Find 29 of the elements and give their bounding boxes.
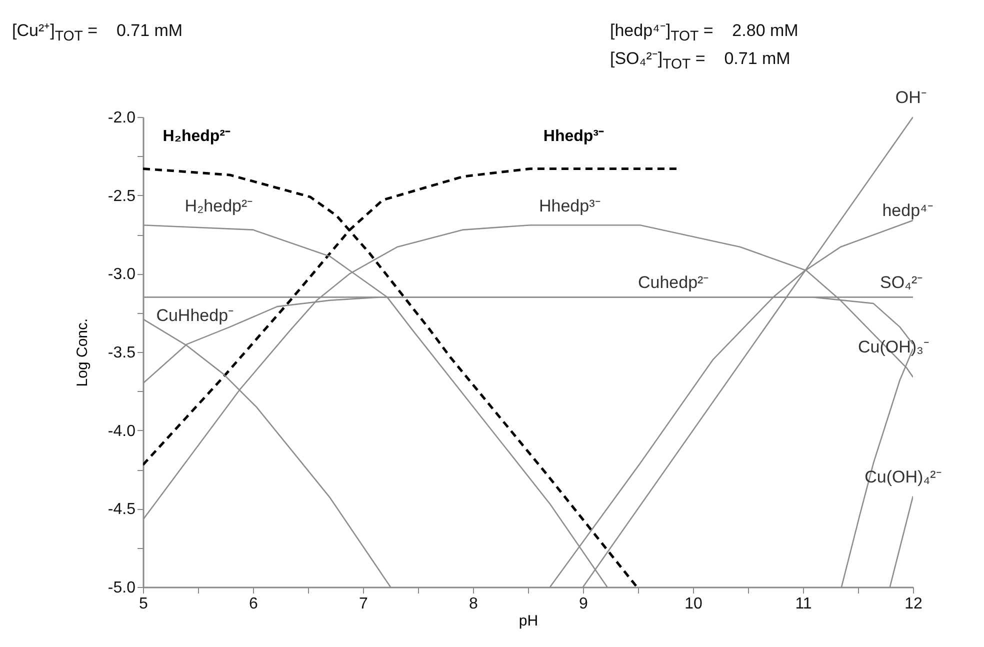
- y-tick-label: -3.5: [108, 344, 136, 362]
- x-tick-label: 8: [469, 596, 478, 612]
- x-tick-label: 9: [579, 596, 588, 612]
- y-tick-label: -5.0: [108, 580, 136, 596]
- x-tick-label: 10: [684, 596, 702, 612]
- x-tick-label: 11: [795, 596, 812, 612]
- series-label: Cuhedp²⁻: [638, 273, 710, 292]
- series-label: SO₄²⁻: [880, 273, 924, 292]
- legend-label: CuHhedp⁻: [156, 306, 234, 325]
- y-tick-label: -2.5: [108, 188, 136, 205]
- x-tick-label: 5: [139, 596, 148, 612]
- y-tick-label: -2.0: [108, 110, 136, 126]
- series-label: hedp⁴⁻: [882, 201, 934, 220]
- y-tick-label: -4.5: [108, 501, 136, 518]
- x-axis-title: pH: [518, 612, 538, 630]
- y-tick-label: -4.0: [108, 422, 136, 440]
- x-tick-label: 12: [904, 596, 922, 612]
- series-label: Hhedp³⁻: [539, 196, 601, 216]
- text: [Cu²⁺]$_{TOT}$ = 0.71 mM: [12, 20, 183, 44]
- series-label: H₂hedp²⁻: [184, 196, 254, 216]
- text: [hedp⁴⁻]$_{TOT}$ = 2.80 mM: [610, 20, 798, 44]
- series-label: Hhedp³⁻: [543, 128, 604, 145]
- x-tick-label: 7: [359, 596, 368, 612]
- series-label: OH⁻: [895, 88, 927, 108]
- text: [SO₄²⁻]$_{TOT}$ = 0.71 mM: [610, 48, 790, 72]
- y-axis-title: Log Conc.: [74, 318, 91, 387]
- series-label: H₂hedp²⁻: [162, 128, 232, 145]
- y-tick-label: -3.0: [108, 266, 136, 284]
- x-tick-label: 6: [249, 596, 258, 612]
